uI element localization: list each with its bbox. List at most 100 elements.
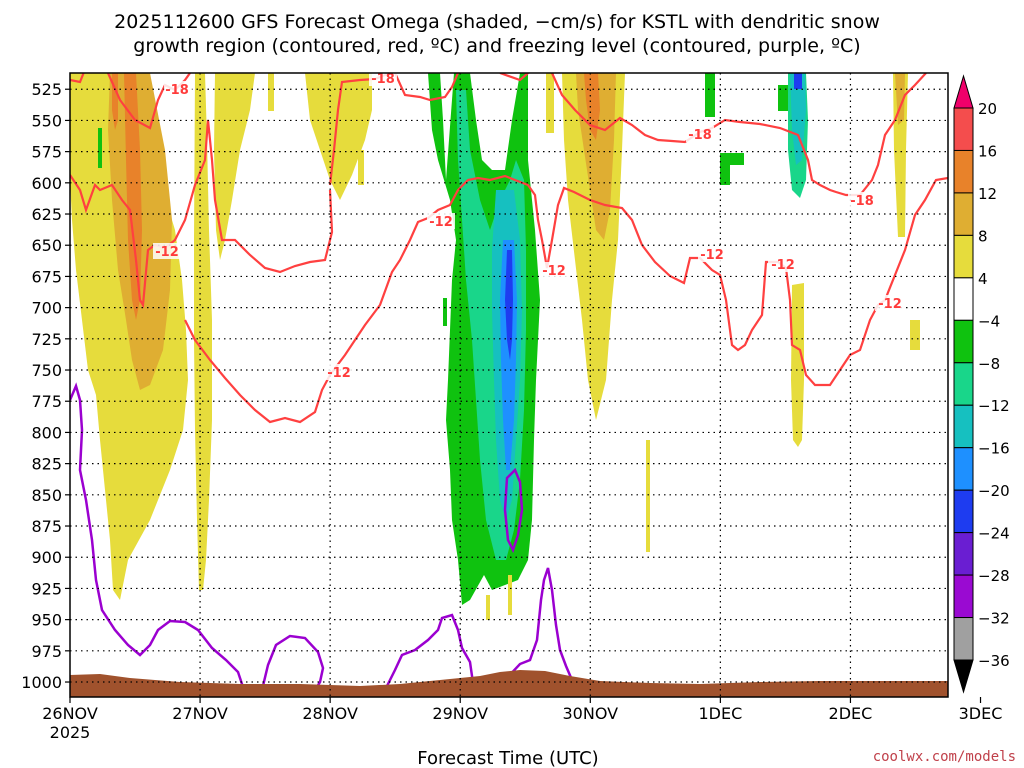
colorbar-tick-label: 12 — [978, 185, 997, 203]
colorbar-segment — [953, 149, 974, 194]
contour-label: -18 — [850, 194, 874, 209]
shade-green-2dec — [778, 85, 788, 111]
y-tick-label: 525 — [31, 80, 62, 99]
contour-minus12-a — [70, 119, 334, 309]
colorbar-segment — [953, 447, 974, 491]
contour-label: -12 — [700, 248, 724, 263]
shade-cyan-2dec — [790, 73, 806, 165]
x-tick-label: 2DEC — [829, 704, 873, 723]
shade-yellow-3dec-b — [910, 320, 920, 350]
y-tick-label: 1000 — [21, 673, 62, 692]
y-tick-label: 550 — [31, 111, 62, 130]
colorbar-segment — [953, 277, 974, 321]
contour-minus18-c — [499, 73, 927, 197]
colorbar-tick-label: −32 — [978, 610, 1010, 628]
y-tick-label: 625 — [31, 205, 62, 224]
shade-orange-26nov — [124, 73, 142, 320]
colorbar: 20 16 12 8 4 −4 −8 −12 −16 −20 −24 −28 −32 −36 — [953, 74, 1010, 694]
contour-freezing-c — [383, 613, 476, 691]
contour-freezing-b — [260, 634, 325, 691]
shade-yellow-30nov-speck — [486, 595, 490, 620]
colorbar-segment — [953, 617, 974, 661]
shade-green-1dec-c — [720, 165, 730, 185]
contour-label: -18 — [688, 128, 712, 143]
credit-text: coolwx.com/models — [873, 749, 1016, 765]
contour-label: -12 — [771, 258, 795, 273]
shade-gold-30nov — [576, 73, 616, 240]
colorbar-tick-label: 4 — [978, 270, 988, 288]
contour-label: -12 — [327, 366, 351, 381]
shade-yellow-28nov-b — [268, 73, 274, 111]
contour-label: -18 — [165, 83, 189, 98]
plot-area: -18 -18 -18 -18 -12 -12 -12 -12 -12 -12 … — [70, 72, 948, 697]
colorbar-tick-label: −24 — [978, 525, 1010, 543]
shade-yellow-28nov-c — [358, 150, 364, 185]
x-tick-label: 3DEC — [959, 704, 1003, 723]
shade-blue-2dec — [794, 73, 802, 89]
y-tick-label: 875 — [31, 517, 62, 536]
colorbar-arrow-top — [953, 74, 974, 109]
shade-yellow-28nov — [305, 73, 372, 200]
colorbar-segment — [953, 574, 974, 619]
colorbar-segment — [953, 107, 974, 151]
chart-title-line-1: 2025112600 GFS Forecast Omega (shaded, −… — [114, 11, 880, 33]
shade-yellow-2dec — [791, 283, 804, 447]
y-tick-label: 575 — [31, 143, 62, 162]
shade-yellow-26nov-left — [86, 73, 108, 400]
contour-labels: -18 -18 -18 -18 -12 -12 -12 -12 -12 -12 … — [153, 72, 905, 381]
shade-green-26nov-speck — [98, 128, 102, 168]
colorbar-segment — [953, 362, 974, 406]
shade-yellow-27nov — [214, 73, 255, 260]
shade-yellow-30nov-b — [546, 73, 554, 133]
x-tick-label: 1DEC — [698, 704, 742, 723]
y-tick-label: 975 — [31, 642, 62, 661]
y-tick-label: 800 — [31, 423, 62, 442]
x-tick-label: 27NOV — [172, 704, 228, 723]
y-tick-label: 950 — [31, 611, 62, 630]
colorbar-tick-label: −4 — [978, 312, 1000, 330]
colorbar-tick-label: 8 — [978, 227, 988, 245]
y-tick-label: 775 — [31, 392, 62, 411]
terrain-fill — [70, 670, 948, 697]
colorbar-segment — [953, 404, 974, 449]
shade-green-1dec — [705, 73, 715, 117]
y-tick-label: 675 — [31, 267, 62, 286]
colorbar-segment — [953, 489, 974, 534]
colorbar-tick-label: −20 — [978, 482, 1010, 500]
colorbar-arrow-bottom — [953, 659, 974, 694]
plot-frame — [69, 72, 949, 698]
contour-freezing-e — [504, 567, 574, 681]
colorbar-tick-label: −8 — [978, 355, 1000, 373]
contour-label: -12 — [542, 264, 566, 279]
colorbar-segment — [953, 234, 974, 279]
shade-green-1dec-b — [720, 153, 744, 165]
contour-label: -12 — [155, 245, 179, 260]
y-axis: 525 550 575 600 625 650 675 700 725 750 775 800 825 8… — [21, 80, 70, 692]
x-tick-label: 29NOV — [432, 704, 488, 723]
colorbar-tick-label: −12 — [978, 397, 1010, 415]
chart-title-line-2: growth region (contoured, red, ºC) and f… — [133, 35, 860, 57]
shade-yellow-26nov-narrow — [194, 73, 212, 590]
y-tick-label: 925 — [31, 579, 62, 598]
x-axis-label: Forecast Time (UTC) — [417, 748, 598, 768]
y-tick-label: 825 — [31, 455, 62, 474]
contour-label: -18 — [371, 72, 395, 87]
y-tick-label: 850 — [31, 486, 62, 505]
shade-yellow-1dec-speck — [646, 440, 650, 552]
y-tick-label: 650 — [31, 236, 62, 255]
x-tick-label: 30NOV — [562, 704, 618, 723]
colorbar-tick-label: 16 — [978, 142, 997, 160]
colorbar-tick-label: −28 — [978, 567, 1010, 585]
horizontal-gridlines — [70, 88, 948, 683]
x-tick-label: 28NOV — [302, 704, 358, 723]
x-tick-label: 26NOV — [42, 704, 98, 723]
contour-freezing-a — [70, 382, 246, 691]
y-tick-label: 700 — [31, 299, 62, 318]
x-axis: 26NOV 27NOV 28NOV 29NOV 30NOV 1DEC 2DEC 3DEC — [42, 697, 1002, 723]
contour-freezing-d — [503, 467, 524, 554]
shade-green-29nov-speck — [443, 298, 447, 326]
colorbar-segment — [953, 192, 974, 236]
contour-label: -12 — [878, 297, 902, 312]
x-axis-year: 2025 — [50, 723, 91, 742]
